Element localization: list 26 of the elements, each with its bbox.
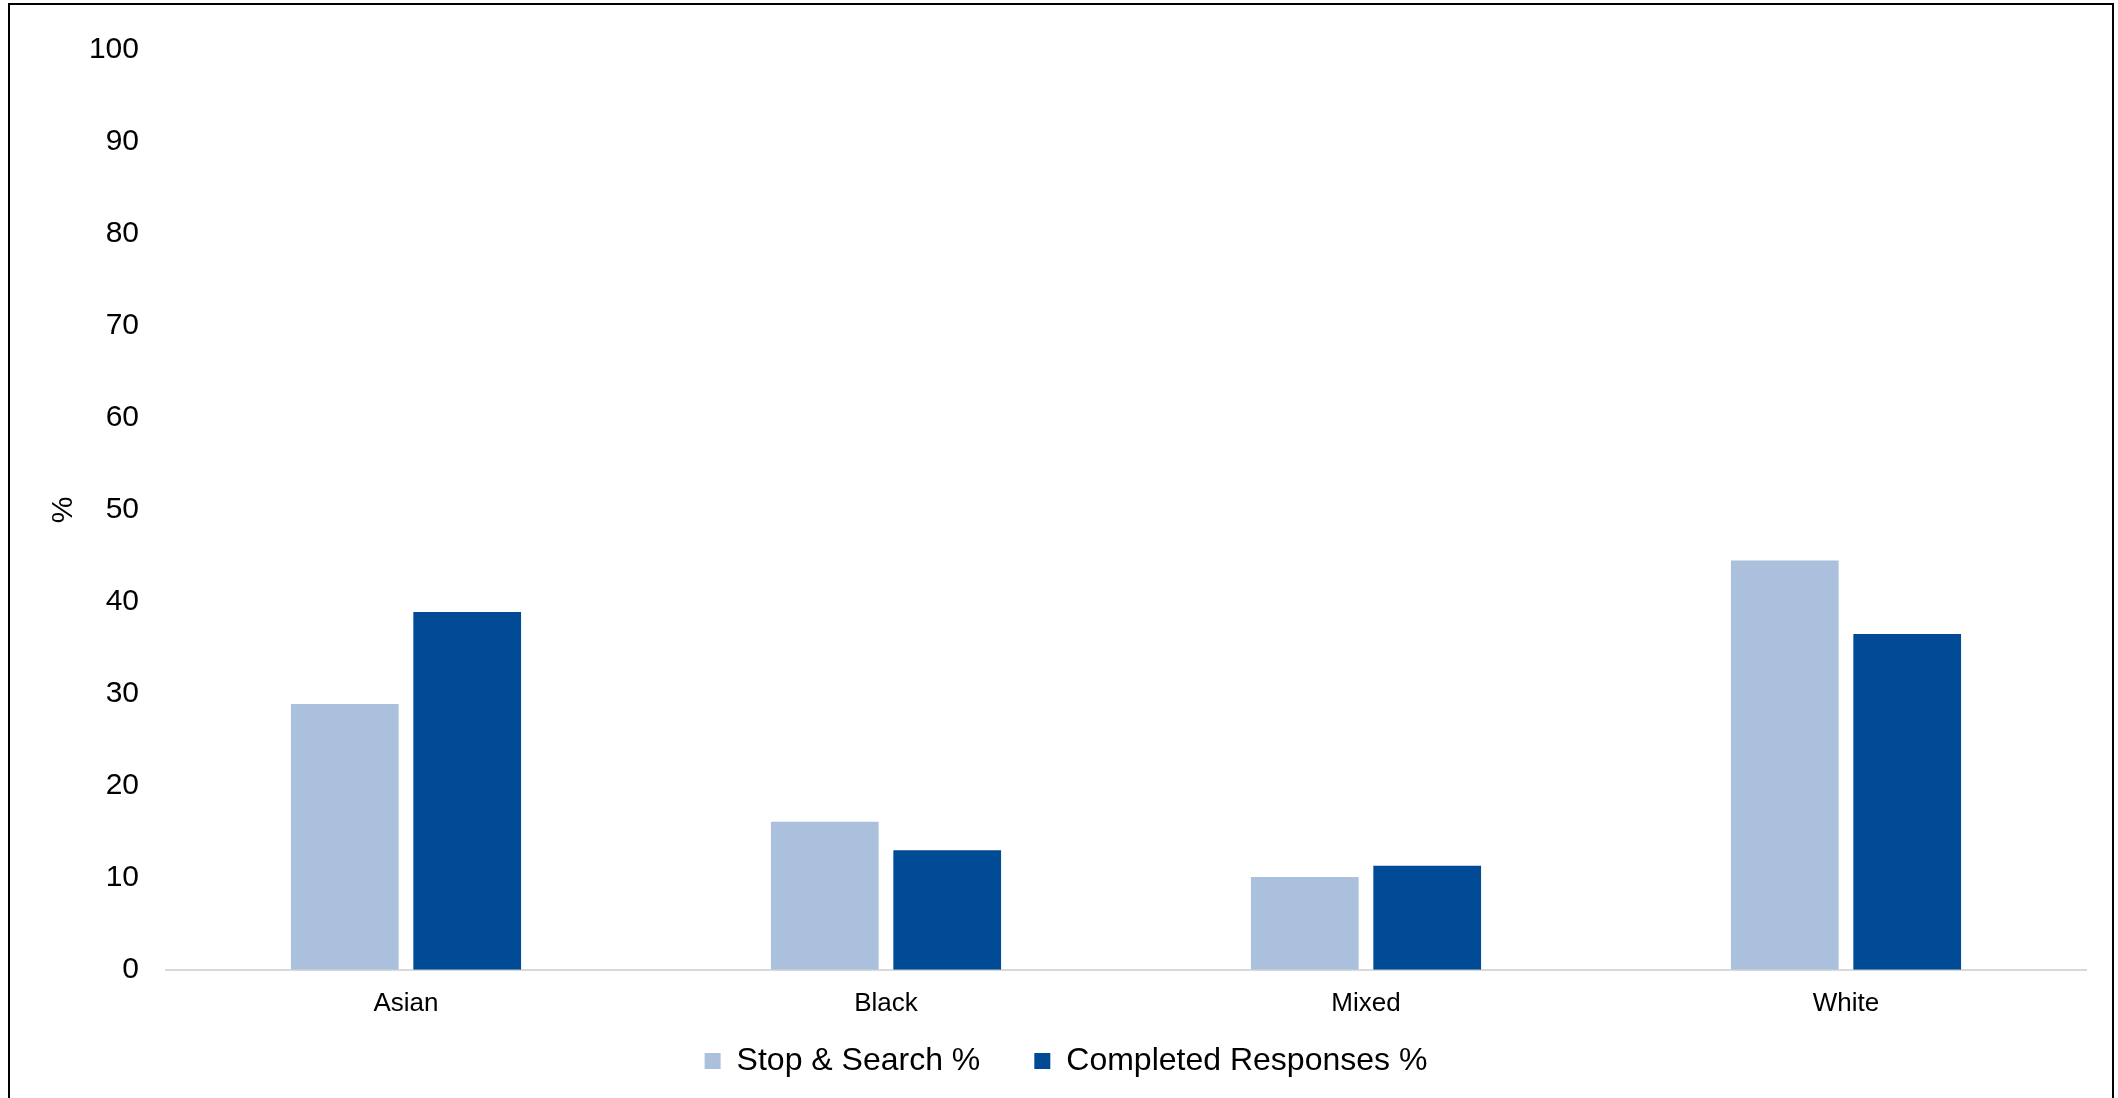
y-tick-label: 70 [105,307,139,341]
y-tick-label: 50 [105,491,139,525]
bar [893,850,1002,970]
y-tick-label: 0 [122,951,139,985]
bar [1730,560,1839,970]
x-tick-label: Mixed [1331,986,1401,1017]
y-tick-label: 90 [105,123,139,157]
x-tick-label: Black [854,986,919,1017]
y-tick-label: 40 [105,583,139,617]
y-tick-label: 80 [105,215,139,249]
legend-label: Completed Responses % [1066,1040,1428,1077]
x-tick-label: White [1812,986,1880,1017]
bar [1250,876,1359,970]
legend-label: Stop & Search % [736,1040,981,1077]
x-tick-label: Asian [373,986,439,1017]
bar [413,612,522,970]
bar [770,821,879,970]
bar [1373,865,1482,970]
bar [1853,634,1962,970]
y-tick-label: 60 [105,399,139,433]
y-tick-label: 20 [105,767,139,801]
y-axis-title: % [45,496,79,524]
y-tick-label: 30 [105,675,139,709]
bar [290,703,399,970]
y-tick-label: 10 [105,859,139,893]
y-tick-label: 100 [88,31,139,65]
